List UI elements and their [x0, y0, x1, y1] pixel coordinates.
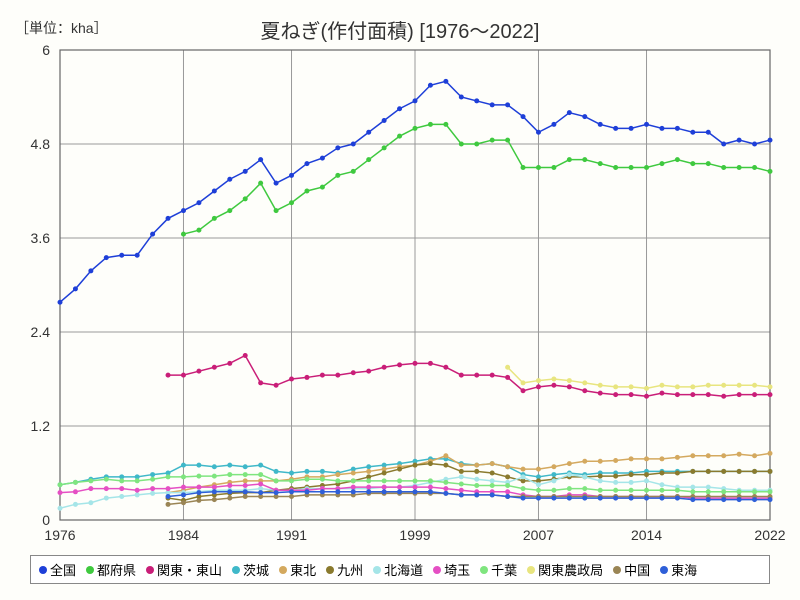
legend-marker-icon — [660, 566, 668, 574]
svg-text:1976: 1976 — [44, 527, 75, 543]
legend-item: 九州 — [326, 560, 363, 579]
chart-container: ［単位：kha］ 夏ねぎ(作付面積) [1976～2022] 197619841… — [0, 0, 800, 600]
legend-label: 茨城 — [243, 560, 269, 579]
legend-marker-icon — [146, 566, 154, 574]
svg-text:6: 6 — [42, 42, 50, 58]
legend-marker-icon — [480, 566, 488, 574]
legend-item: 千葉 — [480, 560, 517, 579]
legend-marker-icon — [373, 566, 381, 574]
legend-marker-icon — [86, 566, 94, 574]
legend-marker-icon — [326, 566, 334, 574]
legend-item: 茨城 — [232, 560, 269, 579]
svg-text:3.6: 3.6 — [31, 230, 51, 246]
svg-text:4.8: 4.8 — [31, 136, 51, 152]
legend-label: 関東・東山 — [157, 560, 222, 579]
legend-item: 東海 — [660, 560, 697, 579]
legend-label: 東北 — [290, 560, 316, 579]
legend-item: 東北 — [279, 560, 316, 579]
legend-item: 全国 — [39, 560, 76, 579]
legend-marker-icon — [39, 566, 47, 574]
legend-item: 関東農政局 — [527, 560, 603, 579]
svg-text:2.4: 2.4 — [31, 324, 51, 340]
legend-label: 中国 — [624, 560, 650, 579]
legend-label: 関東農政局 — [538, 560, 603, 579]
chart-svg: 1976 1984 1991 1999 2007 2014 2022 0 1.2 2.4 3.6 4.… — [0, 0, 800, 600]
legend-label: 九州 — [337, 560, 363, 579]
legend: 全国 都府県 関東・東山 茨城 東北 九州 北海道 埼玉 千葉 関東農政局 中国 東海 — [30, 555, 770, 584]
legend-item: 関東・東山 — [146, 560, 222, 579]
svg-text:1984: 1984 — [168, 527, 199, 543]
legend-label: 都府県 — [97, 560, 136, 579]
legend-marker-icon — [433, 566, 441, 574]
legend-label: 埼玉 — [444, 560, 470, 579]
legend-item: 埼玉 — [433, 560, 470, 579]
svg-text:0: 0 — [42, 512, 50, 528]
svg-text:2014: 2014 — [631, 527, 662, 543]
legend-item: 中国 — [613, 560, 650, 579]
legend-item: 都府県 — [86, 560, 136, 579]
svg-text:1.2: 1.2 — [31, 418, 51, 434]
legend-label: 千葉 — [491, 560, 517, 579]
legend-label: 北海道 — [384, 560, 423, 579]
legend-label: 東海 — [671, 560, 697, 579]
legend-marker-icon — [232, 566, 240, 574]
legend-marker-icon — [527, 566, 535, 574]
svg-text:1999: 1999 — [399, 527, 430, 543]
legend-label: 全国 — [50, 560, 76, 579]
legend-marker-icon — [613, 566, 621, 574]
svg-text:2007: 2007 — [523, 527, 554, 543]
legend-item: 北海道 — [373, 560, 423, 579]
svg-text:2022: 2022 — [754, 527, 785, 543]
legend-marker-icon — [279, 566, 287, 574]
svg-text:1991: 1991 — [276, 527, 307, 543]
